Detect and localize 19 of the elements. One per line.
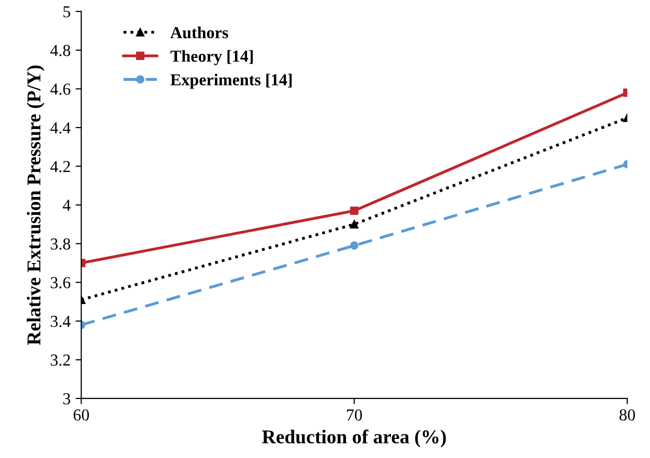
x-axis-title: Reduction of area (%) bbox=[262, 430, 446, 448]
y-tick-label: 3.4 bbox=[50, 316, 71, 328]
y-tick-label: 4.2 bbox=[50, 161, 70, 172]
y-tick-label: 3 bbox=[63, 393, 70, 404]
y-axis-title: Relative Extrusion Pressure (P/Y) bbox=[26, 65, 44, 345]
y-tick-label: 4.4 bbox=[50, 122, 71, 134]
y-tick-label: 4 bbox=[62, 200, 71, 211]
y-tick-label: 3.8 bbox=[50, 238, 70, 250]
x-tick-label: 80 bbox=[620, 409, 635, 421]
y-tick-label: 3.2 bbox=[50, 354, 70, 366]
legend-label: Authors bbox=[170, 26, 228, 38]
y-tick-label: 3.6 bbox=[50, 277, 70, 288]
y-tick-label: 4.8 bbox=[50, 44, 70, 56]
y-tick-label: 4.6 bbox=[50, 84, 70, 95]
x-tick-label: 60 bbox=[74, 409, 89, 421]
legend-label: Experiments [14] bbox=[170, 74, 292, 89]
y-tick-label: 5 bbox=[63, 6, 70, 18]
legend-label: Theory [14] bbox=[170, 50, 253, 66]
x-tick-label: 70 bbox=[347, 409, 362, 421]
